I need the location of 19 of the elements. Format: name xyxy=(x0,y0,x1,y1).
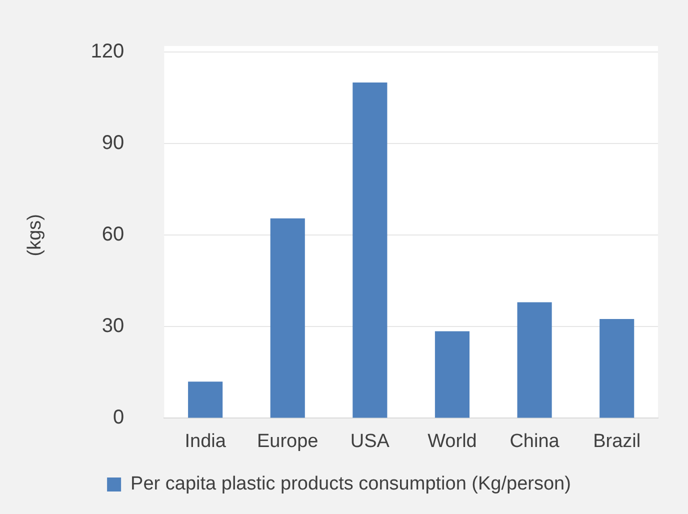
y-tick-label: 0 xyxy=(113,406,124,429)
x-tick-label: India xyxy=(184,430,226,452)
x-tick-label: USA xyxy=(350,430,390,452)
x-tick-label: China xyxy=(510,430,560,452)
bar xyxy=(600,319,634,418)
y-tick-label: 90 xyxy=(102,132,124,154)
bar xyxy=(352,82,388,418)
y-tick-label: 60 xyxy=(102,224,124,246)
legend-label: Per capita plastic products consumption (Kg/person) xyxy=(130,474,571,495)
bar xyxy=(434,331,470,418)
bar xyxy=(188,382,223,418)
y-tick-label: 30 xyxy=(102,315,124,338)
x-tick-label: Brazil xyxy=(593,430,641,452)
y-tick-label: 120 xyxy=(90,40,124,63)
y-axis-title: (kgs) xyxy=(24,214,46,256)
bar xyxy=(270,218,305,418)
x-tick-label: Europe xyxy=(256,430,318,452)
bar xyxy=(517,302,552,418)
x-tick-label: World xyxy=(428,430,477,452)
